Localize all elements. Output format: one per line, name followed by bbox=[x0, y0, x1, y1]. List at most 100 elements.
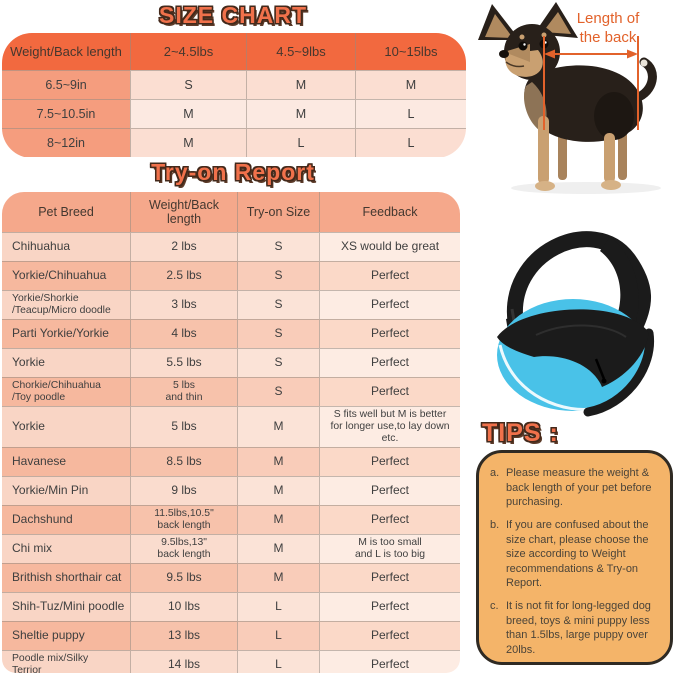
table-cell: 8~12in bbox=[2, 128, 130, 157]
table-cell: S bbox=[237, 290, 319, 319]
table-cell: 5 lbs and thin bbox=[130, 377, 237, 406]
tryon-row: Yorkie 5.5 lbs S Perfect bbox=[2, 348, 460, 377]
table-cell: Yorkie bbox=[2, 348, 130, 377]
table-cell: M bbox=[237, 533, 319, 563]
table-cell: L bbox=[237, 620, 319, 650]
tryon-row: Parti Yorkie/Yorkie 4 lbs S Perfect bbox=[2, 319, 460, 348]
table-cell: Perfect bbox=[319, 475, 460, 505]
tryon-row: Shih-Tuz/Mini poodle 10 lbs L Perfect bbox=[2, 591, 460, 621]
tip-text: If you are confused about the size chart… bbox=[506, 518, 649, 590]
tryon-row: Poodle mix/Silky Terrior 14 lbs L Perfect bbox=[2, 649, 460, 673]
table-cell: L bbox=[237, 591, 319, 621]
table-cell: Yorkie bbox=[2, 406, 130, 447]
table-cell: S bbox=[237, 261, 319, 290]
table-cell: M is too small and L is too big bbox=[319, 533, 460, 563]
chihuahua-photo bbox=[478, 2, 661, 194]
tryon-row: Brithish shorthair cat 9.5 lbs M Perfect bbox=[2, 562, 460, 592]
table-cell: M bbox=[130, 128, 246, 157]
table-cell: Perfect bbox=[319, 319, 460, 348]
size-chart-title: SIZE CHART bbox=[159, 2, 307, 28]
table-cell: M bbox=[246, 99, 355, 128]
tryon-row: Yorkie/Chihuahua 2.5 lbs S Perfect bbox=[2, 261, 460, 290]
table-cell: M bbox=[130, 99, 246, 128]
table-cell: 7.5~10.5in bbox=[2, 99, 130, 128]
table-cell: 4 lbs bbox=[130, 319, 237, 348]
table-cell: 13 lbs bbox=[130, 620, 237, 650]
table-cell: Yorkie/Min Pin bbox=[2, 475, 130, 505]
table-cell: M bbox=[237, 446, 319, 476]
table-cell: XS would be great bbox=[319, 232, 460, 261]
table-cell: Chihuahua bbox=[2, 232, 130, 261]
table-cell: Perfect bbox=[319, 261, 460, 290]
table-cell: Sheltie puppy bbox=[2, 620, 130, 650]
table-cell: M bbox=[237, 562, 319, 592]
table-cell: Perfect bbox=[319, 649, 460, 673]
tryon-row: Chorkie/Chihuahua /Toy poodle 5 lbs and t… bbox=[2, 377, 460, 406]
back-length-label: Length of the back bbox=[576, 10, 640, 46]
table-cell: S fits well but M is better for longer u… bbox=[319, 406, 460, 447]
table-cell: Dachshund bbox=[2, 504, 130, 534]
tip-item-b: b. If you are confused about the size ch… bbox=[490, 518, 663, 591]
table-cell: M bbox=[237, 504, 319, 534]
table-cell: M bbox=[246, 70, 355, 99]
size-chart-header-row: Weight/Back length 2~4.5lbs 4.5~9lbs 10~… bbox=[2, 33, 466, 70]
table-cell: L bbox=[237, 649, 319, 673]
table-cell: 2 lbs bbox=[130, 232, 237, 261]
size-chart-row: 6.5~9in S M M bbox=[2, 70, 466, 99]
table-cell: M bbox=[355, 70, 466, 99]
column-header: 2~4.5lbs bbox=[130, 33, 246, 70]
table-cell: 9.5lbs,13" back length bbox=[130, 533, 237, 563]
column-header: Weight/Back length bbox=[130, 192, 237, 232]
table-cell: Perfect bbox=[319, 446, 460, 476]
table-cell: S bbox=[237, 232, 319, 261]
tip-letter: a. bbox=[490, 467, 500, 479]
pet-sling-bag-photo bbox=[476, 207, 670, 422]
tryon-row: Chihuahua 2 lbs S XS would be great bbox=[2, 232, 460, 261]
table-cell: Perfect bbox=[319, 562, 460, 592]
table-cell: Yorkie/Shorkie /Teacup/Micro doodle bbox=[2, 290, 130, 319]
column-header: Weight/Back length bbox=[2, 33, 130, 70]
tryon-row: Havanese 8.5 lbs M Perfect bbox=[2, 446, 460, 476]
table-cell: 5.5 lbs bbox=[130, 348, 237, 377]
table-cell: S bbox=[130, 70, 246, 99]
column-header: Pet Breed bbox=[2, 192, 130, 232]
size-chart-row: 8~12in M L L bbox=[2, 128, 466, 157]
tip-letter: c. bbox=[490, 600, 499, 612]
table-cell: Shih-Tuz/Mini poodle bbox=[2, 591, 130, 621]
column-header: Feedback bbox=[319, 192, 460, 232]
tip-item-a: a. Please measure the weight & back leng… bbox=[490, 466, 663, 510]
tips-box: a. Please measure the weight & back leng… bbox=[476, 450, 673, 665]
table-cell: Chi mix bbox=[2, 533, 130, 563]
table-cell: Perfect bbox=[319, 348, 460, 377]
table-cell: L bbox=[355, 99, 466, 128]
table-cell: L bbox=[355, 128, 466, 157]
tryon-header-row: Pet Breed Weight/Back length Try-on Size… bbox=[2, 192, 460, 232]
table-cell: Parti Yorkie/Yorkie bbox=[2, 319, 130, 348]
tips-list: a. Please measure the weight & back leng… bbox=[490, 466, 663, 658]
tryon-row: Yorkie 5 lbs M S fits well but M is better … bbox=[2, 406, 460, 447]
sling-bag-illustration bbox=[497, 231, 655, 417]
tryon-row: Chi mix 9.5lbs,13" back length M M is too s… bbox=[2, 533, 460, 563]
table-cell: M bbox=[237, 406, 319, 447]
tryon-row: Sheltie puppy 13 lbs L Perfect bbox=[2, 620, 460, 650]
table-cell: Perfect bbox=[319, 377, 460, 406]
table-cell: Perfect bbox=[319, 591, 460, 621]
table-cell: Poodle mix/Silky Terrior bbox=[2, 649, 130, 673]
table-cell: 2.5 lbs bbox=[130, 261, 237, 290]
table-cell: 3 lbs bbox=[130, 290, 237, 319]
table-cell: S bbox=[237, 348, 319, 377]
tryon-row: Dachshund 11.5lbs,10.5" back length M Perfe… bbox=[2, 504, 460, 534]
column-header: Try-on Size bbox=[237, 192, 319, 232]
table-cell: L bbox=[246, 128, 355, 157]
table-cell: Perfect bbox=[319, 290, 460, 319]
table-cell: 9 lbs bbox=[130, 475, 237, 505]
tip-item-c: c. It is not fit for long-legged dog bre… bbox=[490, 599, 663, 658]
table-cell: S bbox=[237, 377, 319, 406]
table-cell: Yorkie/Chihuahua bbox=[2, 261, 130, 290]
tip-letter: b. bbox=[490, 518, 500, 531]
tryon-row: Yorkie/Shorkie /Teacup/Micro doodle 3 lbs… bbox=[2, 290, 460, 319]
tryon-report-title: Try-on Report bbox=[151, 159, 315, 185]
table-cell: 10 lbs bbox=[130, 591, 237, 621]
tip-text: Please measure the weight & back length … bbox=[506, 467, 652, 509]
table-cell: Brithish shorthair cat bbox=[2, 562, 130, 592]
